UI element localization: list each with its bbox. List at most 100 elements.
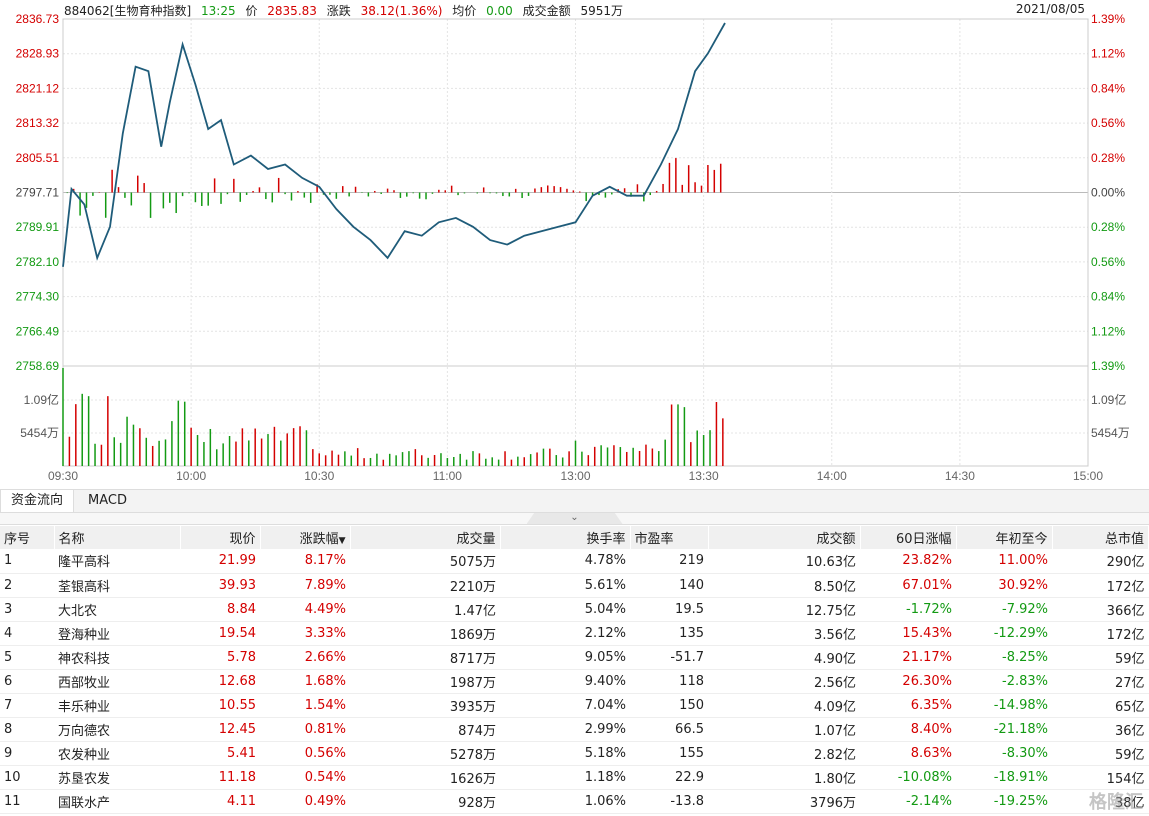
table-row[interactable]: 4 登海种业 19.54 3.33% 1869万 2.12% 135 3.56亿 15.43% -…: [0, 621, 1149, 646]
time-tick-label: 15:00: [1073, 469, 1103, 483]
col-header-index[interactable]: 序号: [0, 526, 55, 549]
cell-price: 11.18: [180, 765, 260, 790]
col-header-turnover-rate[interactable]: 换手率: [500, 526, 631, 549]
sort-desc-icon: ▼: [338, 536, 346, 546]
cell-index: 5: [0, 645, 54, 670]
cell-60d-change: 8.40%: [860, 717, 956, 742]
col-header-price[interactable]: 现价: [180, 526, 261, 549]
tab-fund-flow[interactable]: 资金流向: [0, 490, 75, 512]
cell-price: 39.93: [180, 573, 260, 598]
chart-canvas[interactable]: 2836.73 1.39% 2828.93 1.12% 2821.12 0.84% 2813…: [0, 0, 1149, 487]
cell-ytd: -18.91%: [956, 765, 1052, 790]
pct-tick-label: 0.56%: [1091, 255, 1125, 269]
cell-turnover-rate: 1.06%: [500, 789, 630, 814]
cell-pe: 118: [630, 669, 708, 694]
cell-ytd: -7.92%: [956, 597, 1052, 622]
cell-pe: 150: [630, 693, 708, 718]
cell-pe: 66.5: [630, 717, 708, 742]
table-row[interactable]: 1 隆平高科 21.99 8.17% 5075万 4.78% 219 10.63亿 23.82%…: [0, 549, 1149, 574]
cell-60d-change: 8.63%: [860, 741, 956, 766]
time-tick-label: 10:00: [176, 469, 206, 483]
cell-price: 21.99: [180, 549, 260, 574]
chart-header: 884062[生物育种指数] 13:25 价 2835.83 涨跌 38.12(…: [64, 2, 629, 18]
cell-ytd: 11.00%: [956, 549, 1052, 574]
cell-index: 10: [0, 765, 54, 790]
chart-date: 2021/08/05: [1015, 2, 1085, 16]
col-header-market-cap[interactable]: 总市值: [1052, 526, 1149, 549]
cell-ytd: -12.29%: [956, 621, 1052, 646]
table-header-row: 序号 名称 现价 涨跌幅▼ 成交量 换手率 市盈率 成交额 60日涨幅 年初至今…: [0, 526, 1149, 549]
col-header-name[interactable]: 名称: [54, 526, 181, 549]
cell-amount: 4.90亿: [708, 645, 860, 670]
cell-price: 4.11: [180, 789, 260, 814]
cell-turnover-rate: 5.61%: [500, 573, 630, 598]
cell-turnover-rate: 2.99%: [500, 717, 630, 742]
table-row[interactable]: 5 神农科技 5.78 2.66% 8717万 9.05% -51.7 4.90亿 21.17%…: [0, 645, 1149, 670]
col-header-pe[interactable]: 市盈率: [630, 526, 709, 549]
cell-volume: 874万: [350, 717, 500, 742]
table-row[interactable]: 10 苏垦农发 11.18 0.54% 1626万 1.18% 22.9 1.80亿 -10.0…: [0, 765, 1149, 790]
table-row[interactable]: 6 西部牧业 12.68 1.68% 1987万 9.40% 118 2.56亿 26.30% -…: [0, 669, 1149, 694]
cell-market-cap: 172亿: [1052, 573, 1149, 598]
time-readout: 13:25: [201, 4, 236, 18]
cell-change-pct: 2.66%: [260, 645, 350, 670]
table-row[interactable]: 11 国联水产 4.11 0.49% 928万 1.06% -13.8 3796万 -2.14%…: [0, 789, 1149, 814]
cell-amount: 2.56亿: [708, 669, 860, 694]
cell-ytd: -8.25%: [956, 645, 1052, 670]
table-row[interactable]: 3 大北农 8.84 4.49% 1.47亿 5.04% 19.5 12.75亿 -1.72% -…: [0, 597, 1149, 622]
cell-volume: 1987万: [350, 669, 500, 694]
table-row[interactable]: 2 荃银高科 39.93 7.89% 2210万 5.61% 140 8.50亿 67.01% 3…: [0, 573, 1149, 598]
time-tick-label: 14:30: [945, 469, 975, 483]
cell-pe: 219: [630, 549, 708, 574]
col-header-60d-change[interactable]: 60日涨幅: [860, 526, 957, 549]
cell-volume: 5075万: [350, 549, 500, 574]
cell-price: 5.78: [180, 645, 260, 670]
col-header-amount[interactable]: 成交额: [708, 526, 861, 549]
pct-tick-label: 0.84%: [1091, 81, 1125, 95]
col-header-volume[interactable]: 成交量: [350, 526, 501, 549]
price-tick-label: 2828.93: [16, 47, 60, 61]
bottom-tabs: 资金流向 MACD: [0, 489, 1149, 513]
price-tick-label: 2813.32: [16, 116, 60, 130]
cell-amount: 2.82亿: [708, 741, 860, 766]
cell-turnover-rate: 9.05%: [500, 645, 630, 670]
table-row[interactable]: 8 万向德农 12.45 0.81% 874万 2.99% 66.5 1.07亿 8.40% -2…: [0, 717, 1149, 742]
tab-macd[interactable]: MACD: [88, 493, 127, 508]
cell-turnover-rate: 7.04%: [500, 693, 630, 718]
table-row[interactable]: 7 丰乐种业 10.55 1.54% 3935万 7.04% 150 4.09亿 6.35% -1…: [0, 693, 1149, 718]
change-value: 38.12(1.36%): [360, 4, 443, 18]
cell-volume: 1.47亿: [350, 597, 500, 622]
price-tick-label: 2766.49: [16, 324, 60, 338]
cell-volume: 3935万: [350, 693, 500, 718]
cell-amount: 1.07亿: [708, 717, 860, 742]
price-tick-label: 2797.71: [16, 186, 60, 200]
cell-market-cap: 366亿: [1052, 597, 1149, 622]
cell-name: 丰乐种业: [54, 693, 180, 718]
intraday-chart[interactable]: 2836.73 1.39% 2828.93 1.12% 2821.12 0.84% 2813…: [0, 0, 1149, 487]
table-row[interactable]: 9 农发种业 5.41 0.56% 5278万 5.18% 155 2.82亿 8.63% -8.…: [0, 741, 1149, 766]
cell-pe: 22.9: [630, 765, 708, 790]
cell-volume: 8717万: [350, 645, 500, 670]
volume-tick-label: 1.09亿: [24, 392, 59, 407]
col-header-change-pct[interactable]: 涨跌幅▼: [260, 526, 351, 549]
cell-pe: -51.7: [630, 645, 708, 670]
cell-60d-change: 6.35%: [860, 693, 956, 718]
cell-change-pct: 1.54%: [260, 693, 350, 718]
pct-tick-label: 1.12%: [1091, 324, 1125, 338]
cell-60d-change: -10.08%: [860, 765, 956, 790]
cell-amount: 1.80亿: [708, 765, 860, 790]
volume-tick-label: 5454万: [20, 426, 59, 440]
cell-volume: 2210万: [350, 573, 500, 598]
cell-amount: 4.09亿: [708, 693, 860, 718]
cell-volume: 1626万: [350, 765, 500, 790]
cell-market-cap: 59亿: [1052, 741, 1149, 766]
time-tick-label: 10:30: [304, 469, 334, 483]
cell-index: 2: [0, 573, 54, 598]
avg-label: 均价: [452, 4, 477, 18]
stock-table: 序号 名称 现价 涨跌幅▼ 成交量 换手率 市盈率 成交额 60日涨幅 年初至今…: [0, 526, 1149, 814]
cell-change-pct: 1.68%: [260, 669, 350, 694]
cell-change-pct: 7.89%: [260, 573, 350, 598]
col-header-ytd[interactable]: 年初至今: [956, 526, 1053, 549]
panel-collapse-bar[interactable]: ⌄: [0, 513, 1149, 525]
chevron-down-icon[interactable]: ⌄: [526, 513, 623, 524]
